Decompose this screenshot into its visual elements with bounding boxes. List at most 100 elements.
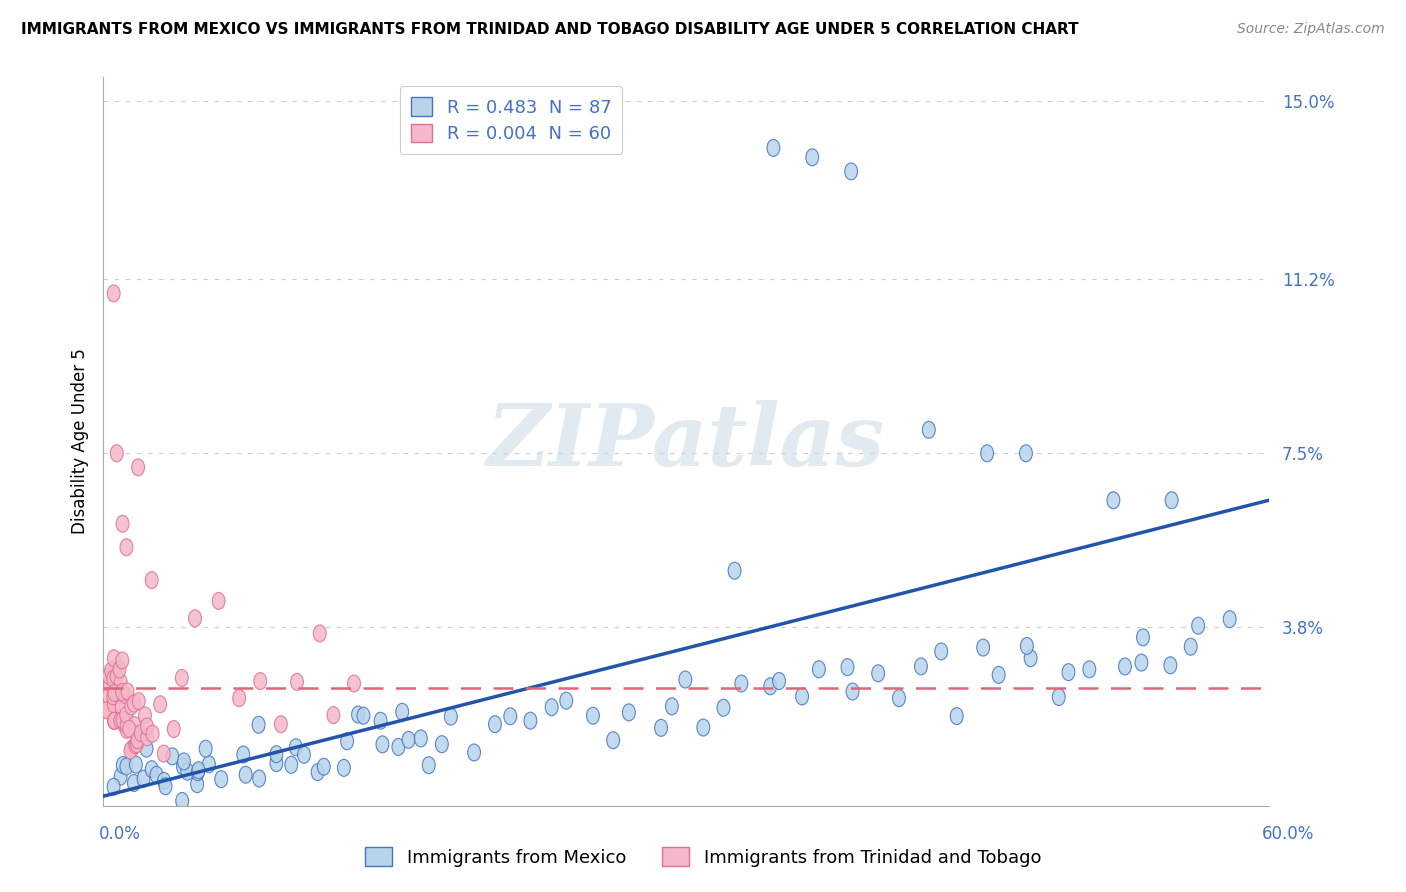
Ellipse shape <box>157 772 170 789</box>
Ellipse shape <box>110 668 124 685</box>
Ellipse shape <box>488 715 502 732</box>
Ellipse shape <box>121 716 134 733</box>
Text: 0.0%: 0.0% <box>98 825 141 843</box>
Ellipse shape <box>107 688 120 705</box>
Ellipse shape <box>872 665 884 681</box>
Ellipse shape <box>202 756 215 772</box>
Ellipse shape <box>177 758 190 775</box>
Ellipse shape <box>806 149 818 166</box>
Ellipse shape <box>914 658 928 675</box>
Ellipse shape <box>103 667 115 684</box>
Ellipse shape <box>337 759 350 776</box>
Legend: Immigrants from Mexico, Immigrants from Trinidad and Tobago: Immigrants from Mexico, Immigrants from … <box>357 840 1049 874</box>
Ellipse shape <box>763 678 776 695</box>
Ellipse shape <box>131 736 143 753</box>
Ellipse shape <box>623 704 636 721</box>
Ellipse shape <box>115 683 128 700</box>
Ellipse shape <box>141 718 153 735</box>
Ellipse shape <box>124 742 136 759</box>
Text: Source: ZipAtlas.com: Source: ZipAtlas.com <box>1237 22 1385 37</box>
Ellipse shape <box>115 652 129 669</box>
Ellipse shape <box>352 706 364 723</box>
Ellipse shape <box>132 692 145 709</box>
Ellipse shape <box>655 719 668 736</box>
Ellipse shape <box>977 639 990 656</box>
Ellipse shape <box>177 753 190 770</box>
Ellipse shape <box>108 712 121 729</box>
Ellipse shape <box>110 445 124 462</box>
Ellipse shape <box>104 662 117 679</box>
Ellipse shape <box>396 703 409 721</box>
Ellipse shape <box>132 458 145 475</box>
Ellipse shape <box>347 675 360 692</box>
Ellipse shape <box>274 715 287 732</box>
Ellipse shape <box>193 762 205 779</box>
Ellipse shape <box>117 756 129 773</box>
Ellipse shape <box>1192 617 1205 634</box>
Ellipse shape <box>107 671 120 688</box>
Ellipse shape <box>375 736 389 753</box>
Y-axis label: Disability Age Under 5: Disability Age Under 5 <box>72 349 89 534</box>
Ellipse shape <box>950 707 963 724</box>
Ellipse shape <box>120 758 132 775</box>
Ellipse shape <box>188 610 201 627</box>
Ellipse shape <box>128 695 141 712</box>
Ellipse shape <box>141 729 153 746</box>
Ellipse shape <box>115 698 128 716</box>
Ellipse shape <box>374 713 387 730</box>
Ellipse shape <box>191 764 204 780</box>
Ellipse shape <box>176 670 188 687</box>
Ellipse shape <box>166 747 179 764</box>
Ellipse shape <box>1166 491 1178 508</box>
Ellipse shape <box>125 740 139 757</box>
Legend: R = 0.483  N = 87, R = 0.004  N = 60: R = 0.483 N = 87, R = 0.004 N = 60 <box>399 87 623 154</box>
Ellipse shape <box>607 731 620 748</box>
Ellipse shape <box>253 770 266 787</box>
Ellipse shape <box>340 732 353 749</box>
Ellipse shape <box>150 766 163 783</box>
Ellipse shape <box>993 666 1005 683</box>
Ellipse shape <box>118 716 131 733</box>
Ellipse shape <box>200 740 212 757</box>
Ellipse shape <box>138 770 150 787</box>
Ellipse shape <box>415 730 427 747</box>
Ellipse shape <box>270 755 283 772</box>
Ellipse shape <box>1107 491 1119 508</box>
Ellipse shape <box>1052 689 1066 706</box>
Ellipse shape <box>129 737 142 754</box>
Ellipse shape <box>107 713 121 730</box>
Ellipse shape <box>285 756 298 773</box>
Ellipse shape <box>893 690 905 706</box>
Ellipse shape <box>1119 658 1132 675</box>
Ellipse shape <box>128 774 141 791</box>
Ellipse shape <box>1083 661 1095 678</box>
Ellipse shape <box>560 692 572 709</box>
Ellipse shape <box>935 643 948 660</box>
Ellipse shape <box>117 516 129 533</box>
Ellipse shape <box>236 746 250 763</box>
Ellipse shape <box>146 725 159 742</box>
Ellipse shape <box>128 716 141 733</box>
Ellipse shape <box>1135 654 1147 671</box>
Ellipse shape <box>1024 649 1038 666</box>
Ellipse shape <box>118 687 132 704</box>
Ellipse shape <box>125 698 138 715</box>
Ellipse shape <box>139 706 152 723</box>
Ellipse shape <box>1184 638 1197 655</box>
Ellipse shape <box>135 724 148 741</box>
Ellipse shape <box>468 744 481 761</box>
Ellipse shape <box>153 696 166 713</box>
Ellipse shape <box>107 696 121 713</box>
Ellipse shape <box>768 139 780 156</box>
Ellipse shape <box>679 671 692 688</box>
Ellipse shape <box>1136 629 1150 646</box>
Ellipse shape <box>1021 638 1033 655</box>
Ellipse shape <box>145 761 157 778</box>
Ellipse shape <box>112 661 127 678</box>
Ellipse shape <box>215 771 228 788</box>
Ellipse shape <box>121 683 134 700</box>
Ellipse shape <box>110 712 122 729</box>
Ellipse shape <box>145 572 157 589</box>
Ellipse shape <box>167 721 180 738</box>
Ellipse shape <box>813 661 825 678</box>
